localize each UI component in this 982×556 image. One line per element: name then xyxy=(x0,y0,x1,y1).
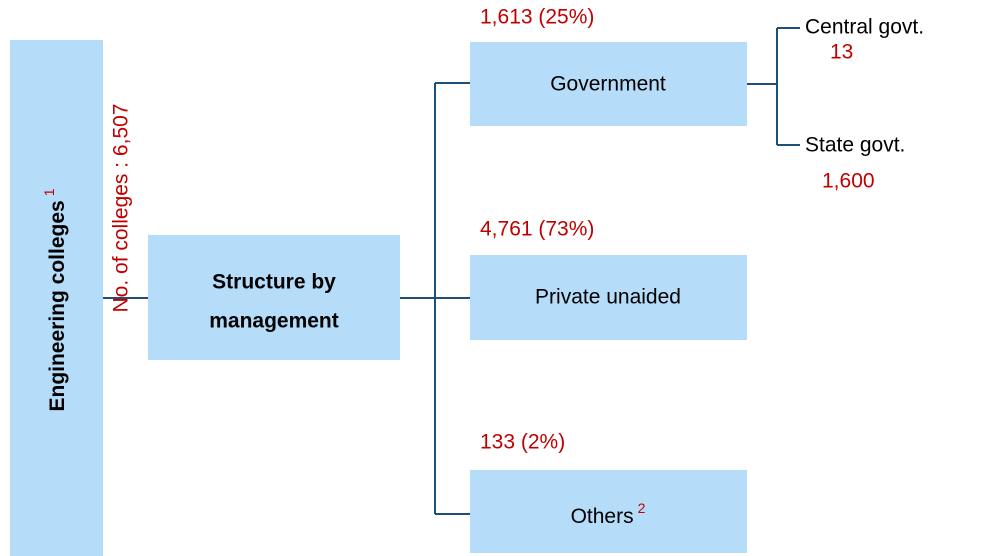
branch-label: Government xyxy=(550,73,666,96)
branch-label: Private unaided xyxy=(535,286,681,309)
branch-label: Others 2 xyxy=(571,500,646,528)
root-count: No. of colleges : 6,507 xyxy=(110,104,133,313)
branch-value: 4,761 (73%) xyxy=(480,218,594,241)
root-text: Engineering colleges xyxy=(46,200,69,411)
center-box xyxy=(148,235,400,360)
center-label: management xyxy=(209,310,339,333)
branch-value: 133 (2%) xyxy=(480,431,565,454)
connectors xyxy=(103,27,800,515)
child-label: State govt. xyxy=(805,134,905,157)
root-label: Engineering colleges 1 xyxy=(41,188,69,411)
center-label: Structure by xyxy=(212,271,336,294)
branch-box xyxy=(470,42,747,126)
branch-value: 1,613 (25%) xyxy=(480,6,594,29)
root-note: 1 xyxy=(41,188,57,196)
branch-box xyxy=(470,470,747,553)
branch-text: Others xyxy=(571,505,634,528)
child-value: 13 xyxy=(830,41,853,64)
branch-box xyxy=(470,255,747,340)
root-box xyxy=(10,40,103,556)
branch-note: 2 xyxy=(638,500,646,516)
child-value: 1,600 xyxy=(822,170,875,193)
child-label: Central govt. xyxy=(805,16,924,39)
